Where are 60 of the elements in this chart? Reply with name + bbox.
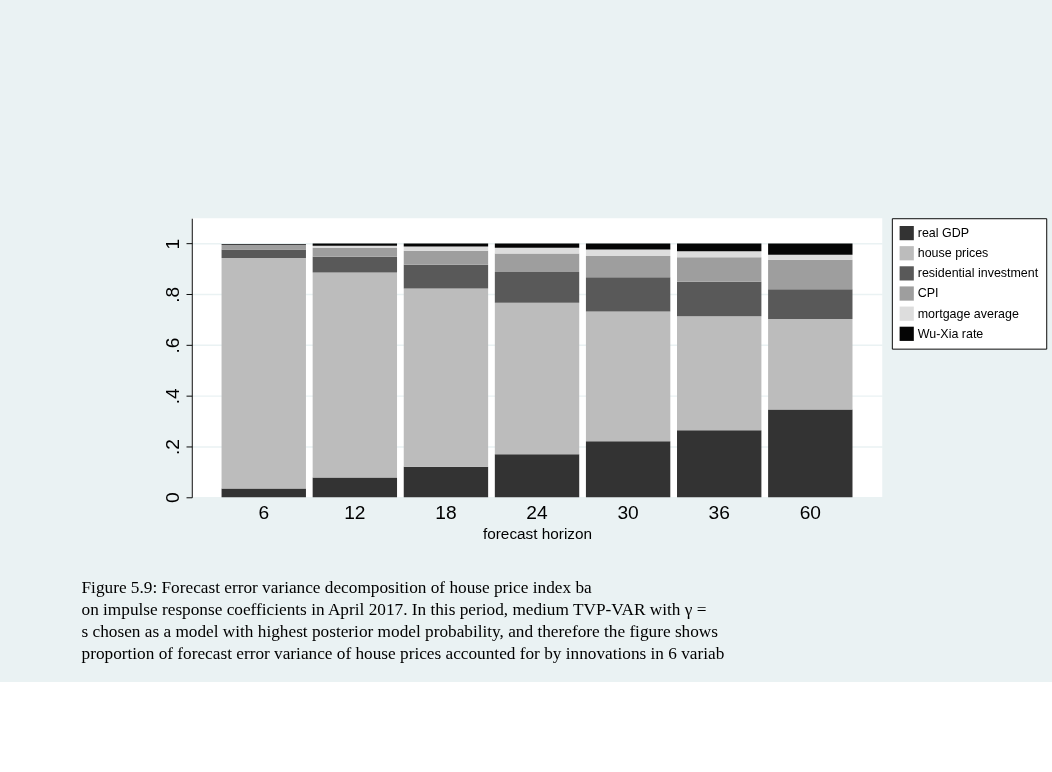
- y-tick-label: .2: [161, 439, 183, 456]
- bar: [312, 247, 398, 257]
- legend-label: Wu-Xia rate: [917, 326, 984, 341]
- bar: [221, 258, 306, 489]
- bar: [494, 302, 580, 455]
- bar: [221, 488, 306, 498]
- bar: [221, 249, 306, 259]
- y-tick-label: .4: [161, 387, 183, 405]
- legend-label: mortgage average: [917, 306, 1019, 321]
- bar: [677, 257, 762, 282]
- bar: [768, 409, 853, 498]
- bar: [403, 288, 489, 467]
- bar: [312, 272, 398, 478]
- x-tick-label: 60: [799, 501, 821, 523]
- bar: [403, 466, 489, 498]
- y-tick-label: 0: [161, 492, 183, 504]
- x-axis-title: forecast horizon: [482, 525, 593, 543]
- x-tick-label: 6: [258, 501, 270, 523]
- x-tick-label: 18: [435, 501, 457, 523]
- bar: [677, 430, 762, 498]
- bar: [585, 441, 671, 498]
- bar: [312, 477, 398, 498]
- legend-label: residential investment: [917, 266, 1039, 281]
- bar: [768, 254, 853, 260]
- bar: [585, 277, 671, 312]
- bar: [768, 243, 853, 255]
- y-tick-label: 1: [161, 238, 183, 250]
- bar: [585, 249, 671, 257]
- x-tick-label: 30: [617, 501, 639, 523]
- x-tick-label: 24: [526, 501, 549, 523]
- bar: [312, 256, 398, 273]
- bar: [677, 281, 762, 317]
- bar: [585, 256, 671, 278]
- bar: [494, 454, 580, 498]
- bar: [677, 316, 762, 431]
- bar: [768, 318, 853, 410]
- bar: [677, 251, 762, 258]
- bar: [221, 244, 306, 250]
- text: proportion of forecast error variance of house prices accounted for by innovations in 6 variab: [81, 644, 725, 664]
- bar: [494, 243, 580, 248]
- text: on impulse response coefficients in April 2017. In this period, medium TVP-VAR with γ =: [81, 600, 707, 620]
- text: s chosen as a model with highest posterior model probability, and therefore the figure shows: [81, 622, 719, 642]
- y-tick-label: .6: [161, 337, 183, 354]
- bar: [768, 259, 853, 290]
- bar: [677, 243, 762, 252]
- x-tick-label: 12: [344, 501, 366, 523]
- y-tick-label: .8: [161, 286, 183, 303]
- bar: [403, 246, 489, 251]
- bar: [494, 253, 580, 273]
- bar: [585, 311, 671, 442]
- legend-label: CPI: [917, 286, 939, 301]
- bar: [494, 247, 580, 254]
- bar: [768, 289, 853, 319]
- x-tick-label: 36: [708, 501, 730, 523]
- legend-label: house prices: [917, 246, 989, 261]
- bar: [403, 264, 489, 289]
- caption: Figure 5.9: Forecast error variance decomposition of house price index ba: [81, 578, 592, 598]
- bar: [403, 250, 489, 265]
- bar: [494, 272, 580, 303]
- legend-label: real GDP: [917, 225, 969, 240]
